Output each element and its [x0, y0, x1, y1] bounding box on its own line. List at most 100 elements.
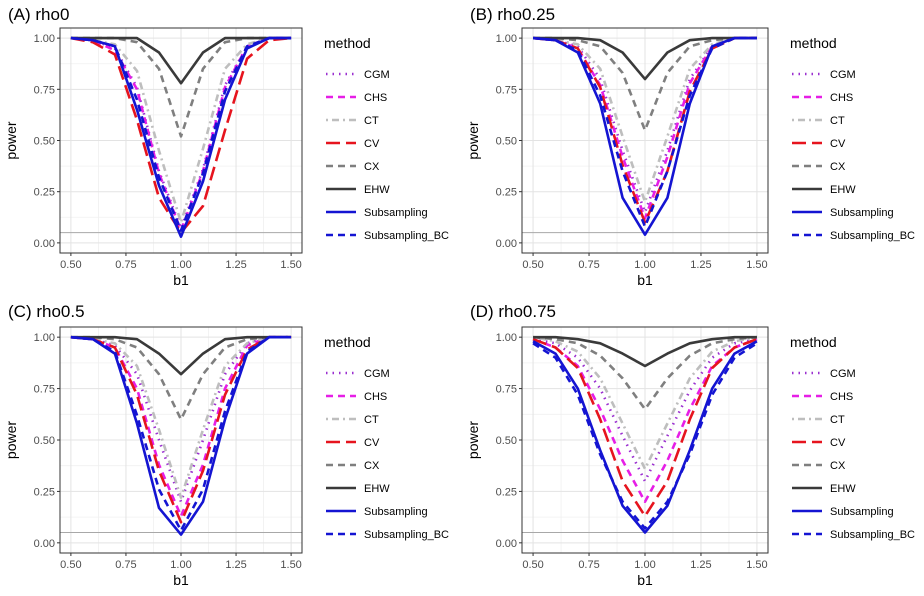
x-axis-label: b1	[637, 572, 653, 588]
legend-label: EHW	[830, 184, 856, 196]
y-tick-label: 1.00	[34, 33, 55, 45]
y-tick-label: 0.75	[496, 84, 517, 96]
y-tick-label: 0.75	[34, 384, 55, 396]
y-axis-label: power	[465, 121, 481, 159]
x-tick-label: 1.25	[690, 559, 711, 571]
legend: method CGM CHS CT CV CX EHW Subsampling Subsampl…	[790, 334, 915, 541]
x-tick-label: 1.00	[634, 259, 655, 271]
x-tick-label: 1.50	[280, 559, 301, 571]
legend-label: CGM	[830, 368, 856, 380]
panel-2: 0.50 0.75 1.00 1.25 1.50 0.00 0.25 0.50 0.75 1.00…	[465, 5, 915, 288]
series-line-ct	[70, 335, 292, 499]
panel-title: (D) rho0.75	[470, 302, 556, 321]
panel-4: 0.50 0.75 1.00 1.25 1.50 0.00 0.25 0.50 0.75 1.00…	[465, 302, 915, 588]
legend-title: method	[324, 334, 371, 350]
x-tick-label: 0.75	[115, 259, 136, 271]
y-tick-label: 0.75	[496, 384, 517, 396]
legend-label: Subsampling_BC	[364, 230, 449, 242]
legend-label: CHS	[364, 92, 387, 104]
x-tick-label: 1.25	[225, 259, 246, 271]
panel-title: (B) rho0.25	[470, 5, 555, 24]
y-tick-label: 0.00	[34, 538, 55, 550]
y-tick-label: 0.75	[34, 84, 55, 96]
series-line-subsampling-bc	[532, 36, 757, 228]
x-axis-label: b1	[637, 272, 653, 288]
legend-label: CX	[830, 460, 846, 472]
panel-1: 0.50 0.75 1.00 1.25 1.50 0.00 0.25 0.50 0.75 1.00…	[3, 5, 449, 288]
series-line-cx	[70, 335, 292, 421]
series-line-subsampling-bc	[532, 342, 758, 530]
panel-3: 0.50 0.75 1.00 1.25 1.50 0.00 0.25 0.50 0.75 1.00…	[3, 302, 449, 588]
y-tick-label: 0.25	[34, 187, 55, 199]
x-tick-label: 1.50	[280, 259, 301, 271]
y-tick-label: 0.25	[496, 187, 517, 199]
series-line-subsampling-bc	[70, 335, 292, 532]
legend-label: Subsampling_BC	[830, 230, 915, 242]
legend-label: EHW	[364, 184, 390, 196]
legend-label: Subsampling	[830, 506, 894, 518]
y-axis-label: power	[3, 421, 19, 459]
y-axis-label: power	[3, 121, 19, 159]
legend-label: CGM	[364, 368, 390, 380]
legend-label: Subsampling_BC	[364, 529, 449, 541]
x-tick-label: 1.50	[746, 259, 767, 271]
x-tick-label: 0.50	[522, 259, 543, 271]
legend-label: CT	[830, 115, 845, 127]
y-tick-label: 0.50	[34, 136, 55, 148]
legend-label: CT	[364, 414, 379, 426]
legend-label: CV	[364, 437, 380, 449]
x-axis-label: b1	[173, 272, 189, 288]
y-tick-label: 0.00	[34, 238, 55, 250]
legend-label: CV	[830, 437, 846, 449]
x-tick-label: 0.50	[60, 259, 81, 271]
y-tick-label: 0.50	[496, 435, 517, 447]
legend-label: CX	[364, 161, 380, 173]
legend-label: CT	[364, 115, 379, 127]
legend-label: CV	[830, 138, 846, 150]
legend-label: CX	[830, 161, 846, 173]
legend-label: Subsampling	[364, 207, 428, 219]
x-tick-label: 1.25	[690, 259, 711, 271]
series-line-subsampling-bc	[70, 36, 292, 232]
series-line-ehw	[533, 36, 757, 81]
legend: method CGM CHS CT CV CX EHW Subsampling Subsampl…	[324, 334, 449, 541]
series-line-ehw	[70, 335, 292, 376]
x-tick-label: 0.50	[522, 559, 543, 571]
x-axis-label: b1	[173, 572, 189, 588]
x-tick-label: 0.75	[578, 559, 599, 571]
y-axis-label: power	[465, 421, 481, 459]
legend-label: EHW	[364, 483, 390, 495]
x-tick-label: 0.50	[60, 559, 81, 571]
legend-label: EHW	[830, 483, 856, 495]
series-line-cx	[533, 36, 757, 132]
legend-title: method	[790, 35, 837, 51]
x-tick-label: 1.00	[170, 559, 191, 571]
series-line-cv	[70, 335, 292, 524]
legend-label: CV	[364, 138, 380, 150]
legend-label: CGM	[830, 69, 856, 81]
legend-label: CX	[364, 460, 380, 472]
y-tick-label: 1.00	[34, 332, 55, 344]
series-line-cgm	[532, 337, 758, 483]
x-tick-label: 1.00	[634, 559, 655, 571]
legend: method CGM CHS CT CV CX EHW Subsampling Subsampl…	[790, 35, 915, 242]
series-line-cx	[532, 335, 758, 411]
x-tick-label: 1.50	[746, 559, 767, 571]
series-line-subsampling	[532, 340, 758, 534]
panel-title: (C) rho0.5	[8, 302, 85, 321]
legend-title: method	[790, 334, 837, 350]
y-tick-label: 0.00	[496, 238, 517, 250]
x-tick-label: 0.75	[115, 559, 136, 571]
legend-label: CT	[830, 414, 845, 426]
x-tick-label: 1.00	[170, 259, 191, 271]
series-line-cv	[532, 337, 758, 518]
series-line-chs	[70, 36, 292, 232]
legend-label: Subsampling	[830, 207, 894, 219]
y-tick-label: 1.00	[496, 332, 517, 344]
series-line-ehw	[533, 335, 757, 368]
legend-label: CHS	[830, 391, 853, 403]
y-tick-label: 0.25	[34, 486, 55, 498]
y-tick-label: 0.00	[496, 538, 517, 550]
